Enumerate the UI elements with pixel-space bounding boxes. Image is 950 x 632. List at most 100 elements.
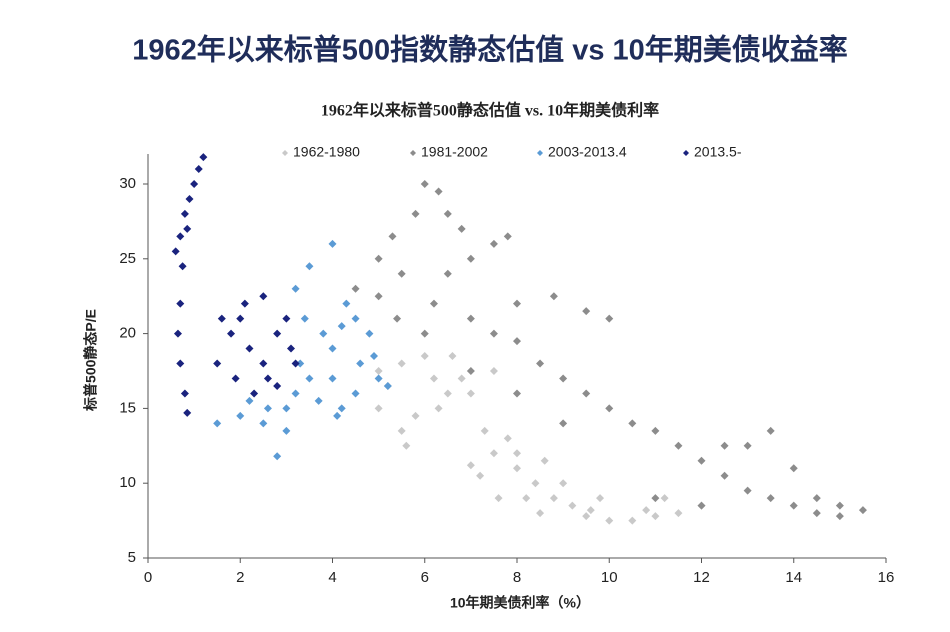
point xyxy=(374,292,383,301)
point xyxy=(176,232,185,241)
point xyxy=(420,329,429,338)
point xyxy=(183,408,192,417)
point xyxy=(342,299,351,308)
point xyxy=(743,486,752,495)
page-heading: 1962年以来标普500指数静态估值 vs 10年期美债收益率 xyxy=(132,33,848,67)
point xyxy=(476,471,485,480)
point xyxy=(540,456,549,465)
point xyxy=(356,359,365,368)
point xyxy=(183,224,192,233)
point xyxy=(305,374,314,383)
point xyxy=(494,494,503,503)
point xyxy=(236,411,245,420)
point xyxy=(582,307,591,316)
x-tick-label: 12 xyxy=(693,569,710,586)
y-tick-label: 10 xyxy=(119,474,136,491)
point xyxy=(480,426,489,435)
point xyxy=(185,194,194,203)
x-axis-label: 10年期美债利率（%） xyxy=(450,595,590,611)
point xyxy=(789,501,798,510)
point xyxy=(282,426,291,435)
point xyxy=(397,426,406,435)
x-tick-label: 4 xyxy=(328,569,336,586)
point xyxy=(674,441,683,450)
point xyxy=(531,479,540,488)
point xyxy=(674,509,683,518)
point xyxy=(697,456,706,465)
point xyxy=(429,299,438,308)
point xyxy=(374,367,383,375)
legend-marker xyxy=(282,150,288,156)
point xyxy=(766,494,775,503)
point xyxy=(466,461,475,470)
x-tick-label: 0 xyxy=(144,569,152,586)
point xyxy=(351,314,360,323)
point xyxy=(536,509,545,518)
point xyxy=(720,471,729,480)
point xyxy=(582,512,591,521)
point xyxy=(596,494,605,503)
point xyxy=(314,396,323,405)
point xyxy=(393,314,402,323)
point xyxy=(513,299,521,308)
point xyxy=(180,389,189,398)
x-tick-label: 10 xyxy=(601,569,618,586)
point xyxy=(522,494,531,503)
point xyxy=(291,389,300,398)
point xyxy=(429,374,438,383)
point xyxy=(365,329,374,338)
point xyxy=(628,419,637,428)
point xyxy=(605,516,614,525)
point xyxy=(374,374,383,383)
point xyxy=(333,411,342,420)
point xyxy=(319,329,328,338)
point xyxy=(513,464,521,473)
point xyxy=(282,314,291,323)
point xyxy=(178,262,187,271)
point xyxy=(605,314,614,323)
point xyxy=(443,389,452,398)
point xyxy=(305,262,314,271)
point xyxy=(536,359,545,368)
point xyxy=(559,419,568,428)
point xyxy=(489,449,498,458)
point xyxy=(173,329,182,338)
point xyxy=(651,494,660,503)
point xyxy=(420,352,429,361)
point xyxy=(388,232,397,241)
point xyxy=(300,314,309,323)
legend-marker xyxy=(410,150,416,156)
x-tick-label: 6 xyxy=(421,569,429,586)
y-axis-label: 标普500静态P/E xyxy=(83,309,99,412)
point xyxy=(291,284,300,293)
point xyxy=(448,352,457,361)
point xyxy=(812,494,821,503)
x-tick-label: 8 xyxy=(513,569,521,586)
point xyxy=(397,269,406,278)
point xyxy=(835,501,844,510)
point xyxy=(443,269,452,278)
point xyxy=(513,449,521,458)
point xyxy=(402,441,411,450)
point xyxy=(231,374,240,383)
point xyxy=(240,299,249,308)
point xyxy=(273,381,282,390)
point xyxy=(628,516,637,525)
point xyxy=(245,396,254,405)
legend-marker xyxy=(683,150,689,156)
point xyxy=(457,374,466,383)
point xyxy=(180,209,189,218)
point xyxy=(466,314,475,323)
y-tick-label: 20 xyxy=(119,325,136,342)
point xyxy=(259,292,268,301)
legend-marker xyxy=(537,150,543,156)
point xyxy=(411,209,420,218)
point xyxy=(176,299,185,308)
point xyxy=(282,404,291,413)
point xyxy=(660,494,669,503)
point xyxy=(328,374,337,383)
point xyxy=(217,314,226,323)
point xyxy=(397,359,406,368)
point xyxy=(337,404,346,413)
point xyxy=(642,506,651,515)
